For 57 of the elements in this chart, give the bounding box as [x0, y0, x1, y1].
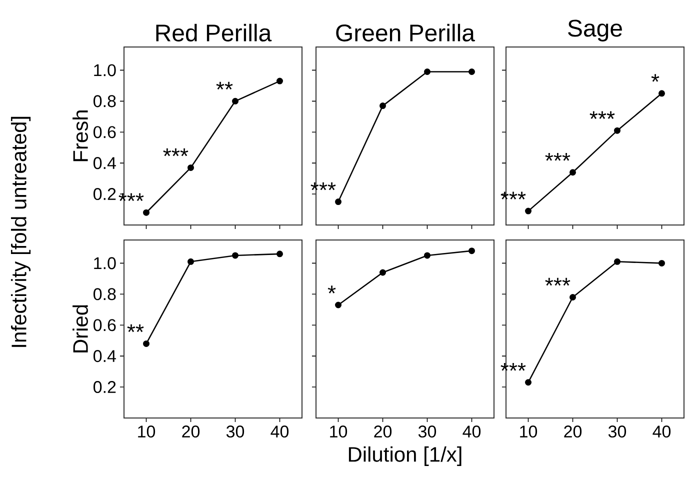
x-tick-label: 20	[182, 426, 200, 438]
y-tick-label: 0.6	[94, 319, 116, 332]
point	[570, 294, 576, 301]
point	[188, 164, 194, 171]
x-axis-title: Dilution [1/x]	[348, 446, 462, 466]
point	[570, 169, 576, 176]
y-tick-label: 1.0	[94, 64, 116, 76]
chart-title: Sage	[568, 20, 622, 42]
point	[525, 379, 532, 386]
y-tick-label: 0.8	[94, 95, 116, 108]
y-tick-label: 0.8	[94, 288, 116, 300]
point	[276, 250, 283, 258]
y-tick-label: 0.2	[94, 381, 116, 394]
x-tick-label: 20	[374, 426, 392, 438]
y-tick-label: 0.4	[94, 157, 116, 170]
x-tick-label: 10	[520, 426, 538, 438]
point	[188, 258, 194, 265]
point	[614, 127, 620, 134]
point	[143, 209, 150, 216]
x-tick-label: 10	[138, 426, 156, 438]
point	[276, 78, 283, 84]
x-tick-label: 20	[564, 426, 582, 438]
x-tick-label: 30	[418, 426, 436, 438]
chart-title: Green Perilla	[336, 24, 475, 42]
text: Infectivity [fold untreated]	[10, 116, 31, 347]
chart-title: Red Perilla	[156, 24, 272, 42]
x-tick-label: 40	[462, 426, 481, 438]
annotation: ***	[545, 278, 570, 286]
point	[424, 252, 430, 259]
y-axis-title: Dried	[72, 305, 88, 352]
x-tick-label: 40	[652, 426, 671, 438]
x-tick-label: 10	[330, 426, 348, 438]
y-tick-label: 0.2	[94, 188, 116, 200]
annotation: **	[216, 82, 233, 90]
point	[232, 98, 239, 104]
annotation: ***	[590, 111, 615, 119]
x-tick-label: 30	[226, 426, 244, 438]
annotation: *	[651, 74, 660, 82]
y-tick-label: 0.4	[94, 350, 116, 362]
annotation: ***	[545, 153, 570, 161]
point	[335, 302, 342, 308]
annotation: ***	[163, 148, 188, 156]
point	[380, 269, 386, 276]
annotation: *	[328, 286, 336, 294]
annotation: **	[127, 324, 144, 332]
point	[614, 258, 620, 265]
y-tick-label: 0.6	[94, 126, 116, 138]
y-axis-title: Fresh	[72, 110, 88, 162]
point	[468, 248, 476, 254]
point	[525, 208, 532, 214]
point	[658, 260, 665, 266]
point	[232, 252, 239, 259]
point	[143, 340, 150, 347]
x-tick-label: 30	[608, 426, 626, 438]
x-tick-label: 40	[270, 426, 289, 438]
y-tick-label: 1.0	[94, 257, 116, 270]
point	[658, 90, 665, 97]
